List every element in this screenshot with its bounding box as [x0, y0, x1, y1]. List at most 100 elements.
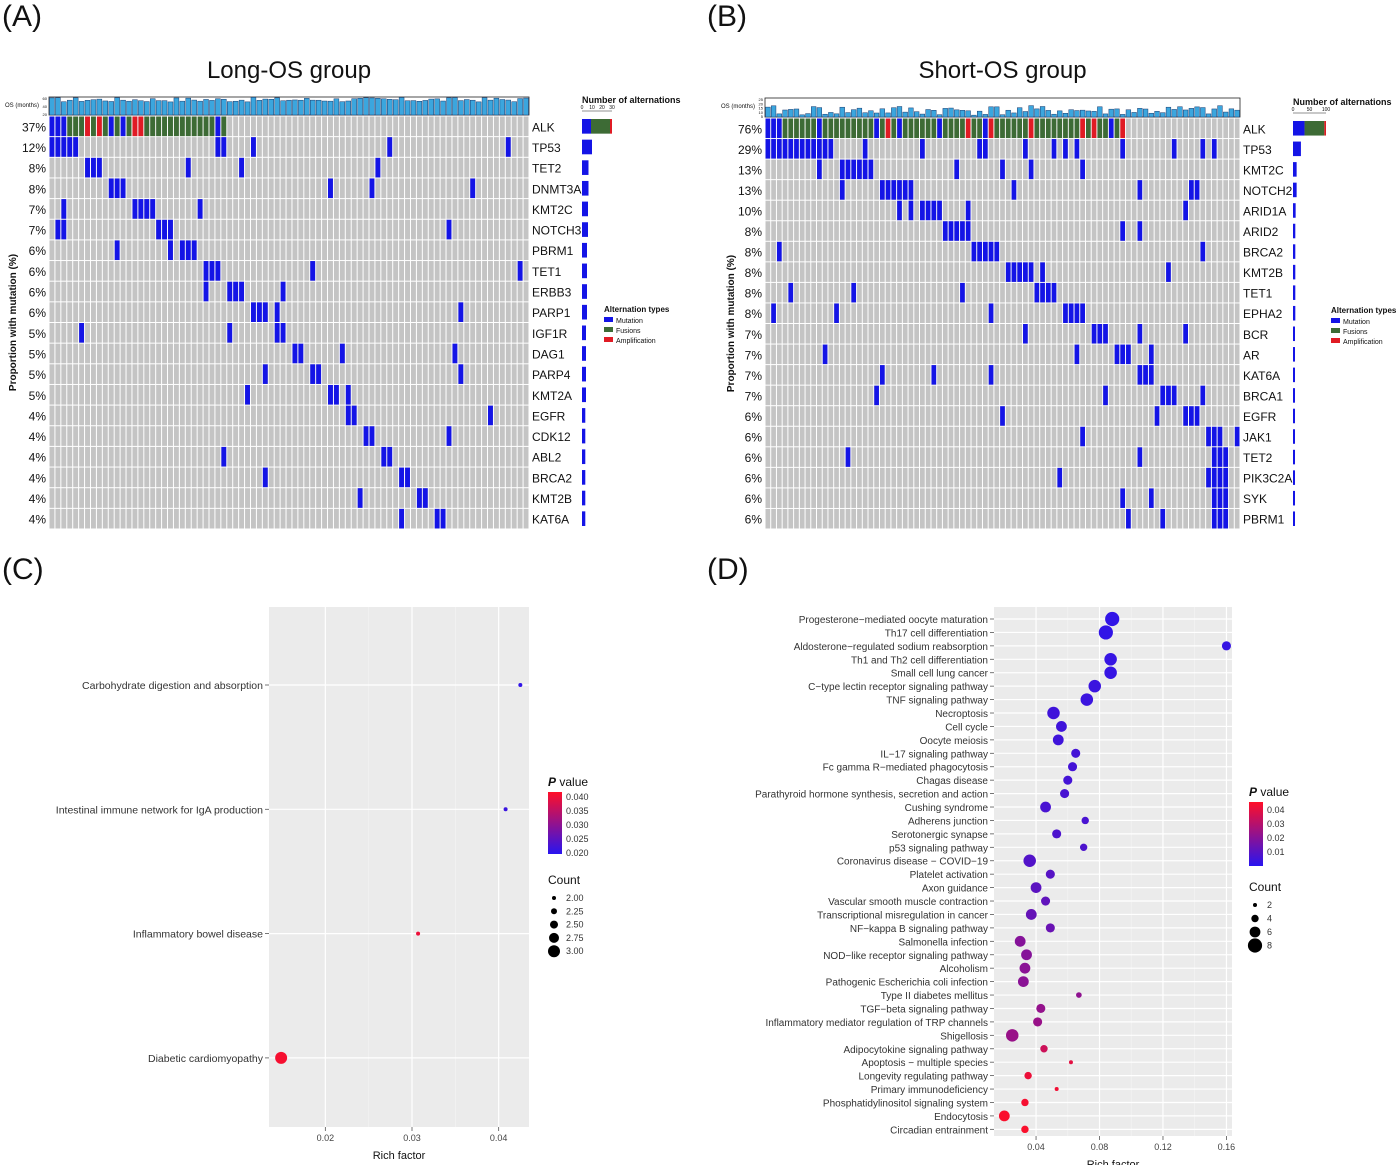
alteration-count-bar — [1293, 449, 1295, 465]
cell — [144, 178, 150, 199]
cell — [351, 116, 357, 137]
cell — [1137, 467, 1143, 488]
cell — [834, 221, 839, 241]
cell — [851, 344, 857, 365]
cell — [440, 157, 446, 178]
cell — [994, 426, 1000, 447]
cell — [1206, 303, 1211, 323]
os-bar — [1120, 114, 1126, 118]
cell — [1097, 200, 1103, 221]
cell — [173, 343, 179, 364]
cell — [55, 467, 61, 488]
cell — [914, 180, 920, 200]
os-bar — [517, 98, 523, 116]
cell — [345, 178, 351, 199]
cell — [434, 219, 440, 240]
cell — [351, 488, 357, 508]
cell — [363, 323, 369, 343]
cell — [209, 446, 215, 467]
cell — [452, 199, 458, 219]
cell — [233, 467, 239, 488]
cell — [482, 178, 488, 199]
cell — [1234, 365, 1240, 385]
legend-label: Fusions — [1343, 329, 1368, 336]
cell — [387, 157, 393, 178]
cell — [1005, 447, 1011, 467]
cell — [862, 406, 868, 426]
cell — [1057, 324, 1063, 344]
cell — [470, 488, 476, 508]
cell — [1005, 139, 1011, 159]
cell — [862, 385, 868, 406]
cell — [874, 467, 879, 488]
cell — [982, 159, 988, 180]
cell — [262, 323, 268, 343]
cell — [108, 137, 114, 157]
alteration-mark — [954, 118, 960, 139]
alteration-axis-tick: 0 — [581, 105, 584, 111]
cell — [1200, 447, 1206, 467]
cell — [1017, 447, 1023, 467]
cell — [292, 323, 298, 343]
term-dot — [1040, 1045, 1048, 1053]
cell — [405, 302, 410, 322]
cell — [333, 240, 339, 261]
cell — [834, 200, 839, 221]
cell — [458, 508, 464, 529]
cell — [1177, 303, 1183, 323]
cell — [173, 426, 179, 446]
cell — [120, 240, 126, 261]
cell — [316, 446, 322, 467]
alteration-mark — [942, 221, 948, 241]
cell — [493, 467, 499, 488]
os-bar — [469, 99, 476, 116]
cell — [1108, 385, 1114, 406]
cell — [79, 364, 85, 384]
cell — [511, 137, 517, 157]
cell — [351, 199, 357, 219]
os-bar — [988, 106, 994, 118]
cell — [1103, 467, 1108, 488]
cell — [908, 467, 914, 488]
cell — [908, 365, 914, 385]
alteration-mark — [85, 157, 90, 178]
cell — [440, 467, 446, 488]
cell — [782, 344, 788, 365]
cell — [215, 219, 221, 240]
cell — [446, 281, 452, 302]
os-bar — [262, 98, 269, 116]
os-bar — [942, 108, 948, 118]
cell — [1005, 406, 1011, 426]
cell — [1000, 344, 1005, 365]
cell — [879, 488, 885, 508]
cell — [1063, 488, 1068, 508]
cell — [79, 405, 85, 426]
cell — [179, 488, 185, 508]
cell — [61, 281, 67, 302]
cell — [794, 488, 799, 508]
cell — [914, 426, 920, 447]
cell — [369, 446, 375, 467]
cell — [440, 426, 446, 446]
cell — [416, 116, 422, 137]
term-dot — [1088, 679, 1102, 693]
cell — [138, 364, 144, 384]
cell — [1177, 241, 1183, 262]
cell — [156, 281, 162, 302]
term-label: NF−kappa B signaling pathway — [850, 924, 988, 935]
cell — [328, 116, 333, 137]
cell — [73, 343, 79, 364]
cell — [1051, 344, 1057, 365]
cell — [902, 262, 908, 282]
alteration-mark — [799, 139, 805, 159]
cell — [1177, 467, 1183, 488]
cell — [221, 281, 227, 302]
cell — [120, 323, 126, 343]
cell — [1160, 118, 1166, 139]
cell — [1229, 262, 1234, 282]
cell — [977, 508, 982, 529]
cell — [322, 446, 328, 467]
term-label: p53 signaling pathway — [889, 843, 988, 854]
cell — [874, 200, 879, 221]
cell — [333, 426, 339, 446]
